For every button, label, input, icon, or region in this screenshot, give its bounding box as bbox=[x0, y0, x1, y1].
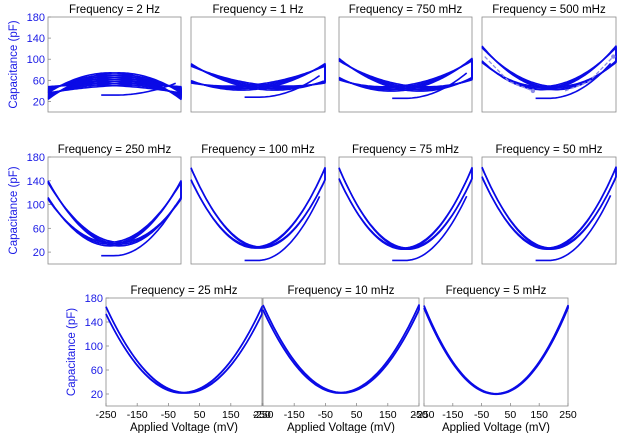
hysteresis-loop bbox=[190, 65, 326, 87]
initial-sweep bbox=[535, 195, 612, 262]
sweep-arrow bbox=[484, 56, 534, 92]
plot-frame bbox=[190, 156, 326, 265]
x-tick-label: 50 bbox=[505, 409, 517, 421]
plot-frame bbox=[481, 16, 617, 113]
y-tick-label: 180 bbox=[27, 152, 45, 164]
y-tick-label: 140 bbox=[27, 33, 45, 45]
panel-1: Frequency = 2 Hz 20 60 100 140 180 Capacitance… bbox=[8, 4, 182, 113]
hysteresis-loop bbox=[190, 167, 326, 248]
x-axis-label: Applied Voltage (mV) bbox=[287, 422, 395, 433]
plot-frame bbox=[338, 156, 473, 265]
y-tick-label: 20 bbox=[33, 96, 45, 108]
panel-title: Frequency = 500 mHz bbox=[492, 4, 606, 16]
panel-8: Frequency = 50 mHz bbox=[481, 144, 617, 265]
x-tick-label: 250 bbox=[253, 409, 271, 421]
panel-10: Frequency = 10 mHz -250 -150 -50 50 150 250 App… bbox=[252, 285, 427, 433]
hysteresis-loop bbox=[481, 166, 617, 249]
x-tick-label: -250 bbox=[252, 409, 273, 421]
hysteresis-loop bbox=[481, 46, 617, 88]
y-tick-label: 100 bbox=[85, 341, 103, 353]
panel-title: Frequency = 750 mHz bbox=[349, 4, 463, 16]
x-tick-label: 50 bbox=[194, 409, 206, 421]
panel-6: Frequency = 100 mHz bbox=[190, 144, 326, 265]
panel-title: Frequency = 100 mHz bbox=[201, 144, 315, 156]
hysteresis-loop bbox=[262, 304, 420, 394]
x-tick-label: -50 bbox=[474, 409, 489, 421]
panel-2: Frequency = 1 Hz bbox=[190, 4, 326, 113]
x-axis-label: Applied Voltage (mV) bbox=[130, 422, 238, 433]
x-tick-label: -250 bbox=[413, 409, 434, 421]
plot-frame bbox=[481, 156, 617, 265]
hysteresis-loop bbox=[47, 72, 182, 101]
y-axis-label: Capacitance (pF) bbox=[8, 20, 20, 108]
panel-title: Frequency = 5 mHz bbox=[446, 285, 547, 297]
panel-11: Frequency = 5 mHz -250 -150 -50 50 150 250 Appl… bbox=[413, 285, 576, 433]
hysteresis-loop bbox=[105, 306, 263, 394]
panel-title: Frequency = 250 mHz bbox=[58, 144, 172, 156]
y-tick-label: 100 bbox=[27, 54, 45, 66]
initial-sweep bbox=[392, 195, 468, 262]
y-tick-label: 140 bbox=[27, 176, 45, 188]
panel-title: Frequency = 75 mHz bbox=[352, 144, 459, 156]
x-tick-label: 50 bbox=[351, 409, 363, 421]
x-tick-label: 250 bbox=[410, 409, 428, 421]
y-tick-label: 20 bbox=[91, 389, 103, 401]
plot-frame bbox=[47, 156, 182, 265]
initial-sweep bbox=[244, 74, 321, 98]
x-tick-label: -150 bbox=[284, 409, 305, 421]
y-tick-label: 60 bbox=[91, 365, 103, 377]
y-axis-label: Capacitance (pF) bbox=[8, 166, 20, 254]
panel-title: Frequency = 25 mHz bbox=[130, 285, 237, 297]
plot-frame bbox=[262, 297, 420, 407]
hysteresis-loop bbox=[338, 167, 473, 249]
panel-4: Frequency = 500 mHz bbox=[481, 4, 617, 113]
hysteresis-loop bbox=[338, 60, 473, 88]
x-axis-label: Applied Voltage (mV) bbox=[442, 422, 550, 433]
initial-sweep bbox=[244, 196, 321, 262]
plot-frame bbox=[423, 297, 569, 407]
x-tick-label: 150 bbox=[530, 409, 548, 421]
panel-title: Frequency = 50 mHz bbox=[495, 144, 602, 156]
x-tick-label: -150 bbox=[127, 409, 148, 421]
y-tick-label: 180 bbox=[27, 12, 45, 24]
y-tick-label: 20 bbox=[33, 247, 45, 259]
x-tick-label: -150 bbox=[442, 409, 463, 421]
x-tick-label: 150 bbox=[379, 409, 397, 421]
sweep-arrow bbox=[564, 56, 614, 92]
x-tick-label: -50 bbox=[161, 409, 176, 421]
panel-title: Frequency = 1 Hz bbox=[212, 4, 303, 16]
panel-title: Frequency = 10 mHz bbox=[287, 285, 394, 297]
panel-3: Frequency = 750 mHz bbox=[338, 4, 473, 113]
x-tick-label: -250 bbox=[95, 409, 116, 421]
hysteresis-loop bbox=[481, 45, 617, 91]
y-axis-label: Capacitance (pF) bbox=[66, 308, 78, 396]
hysteresis-loop bbox=[423, 305, 569, 395]
y-tick-label: 100 bbox=[27, 200, 45, 212]
hysteresis-loop bbox=[47, 180, 182, 247]
y-tick-label: 60 bbox=[33, 75, 45, 87]
arrow-head bbox=[530, 88, 536, 94]
x-tick-label: 150 bbox=[222, 409, 240, 421]
initial-sweep bbox=[101, 204, 177, 257]
panel-5: Frequency = 250 mHz 20 60 100 140 180 Capacita… bbox=[8, 144, 182, 265]
y-tick-label: 60 bbox=[33, 223, 45, 235]
x-tick-label: -50 bbox=[318, 409, 333, 421]
panel-9: Frequency = 25 mHz 20 60 100 140 180 Capacitan… bbox=[66, 285, 271, 433]
plot-frame bbox=[47, 16, 182, 113]
y-tick-label: 140 bbox=[85, 317, 103, 329]
panel-title: Frequency = 2 Hz bbox=[69, 4, 160, 16]
panel-7: Frequency = 75 mHz bbox=[338, 144, 473, 265]
initial-sweep bbox=[392, 72, 468, 100]
plot-frame bbox=[105, 297, 263, 407]
initial-sweep bbox=[535, 62, 612, 100]
y-tick-label: 180 bbox=[85, 293, 103, 305]
arrow-head bbox=[611, 54, 616, 59]
x-tick-label: 250 bbox=[559, 409, 577, 421]
initial-sweep bbox=[101, 82, 176, 96]
hysteresis-loop bbox=[47, 181, 182, 244]
